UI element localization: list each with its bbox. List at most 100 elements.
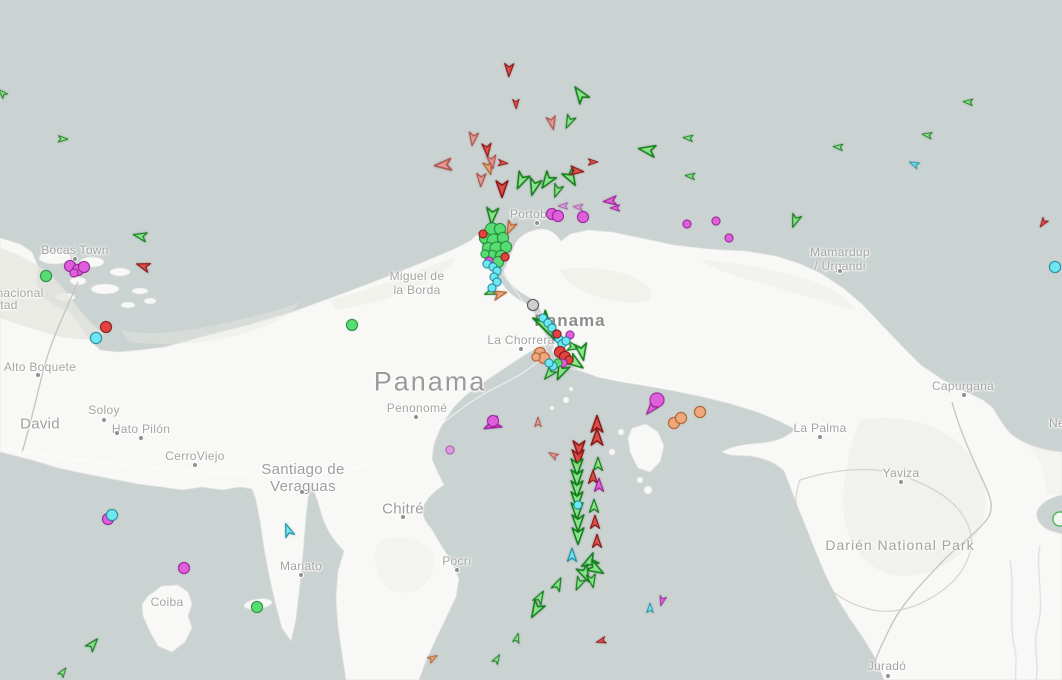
vessel-dot-marker[interactable] — [527, 299, 539, 311]
vessel-arrow-marker[interactable] — [134, 257, 153, 275]
vessel-dot-marker[interactable] — [682, 219, 692, 229]
vessel-arrow-marker[interactable] — [474, 172, 489, 188]
vessel-dot-marker[interactable] — [561, 336, 571, 346]
vessel-arrow-marker[interactable] — [0, 86, 9, 101]
vessel-arrow-marker[interactable] — [533, 416, 543, 428]
vessel-dot-marker[interactable] — [90, 332, 102, 344]
vessel-arrow-marker[interactable] — [534, 168, 560, 194]
vessel-arrow-marker[interactable] — [56, 665, 71, 680]
vessel-arrow-marker[interactable] — [573, 562, 597, 587]
vessel-arrow-marker[interactable] — [569, 574, 588, 594]
vessel-arrow-marker[interactable] — [569, 514, 587, 533]
vessel-dot-marker[interactable] — [1052, 511, 1062, 527]
vessel-dot-marker[interactable] — [487, 415, 499, 427]
vessel-arrow-marker[interactable] — [656, 594, 669, 607]
vessel-dot-marker[interactable] — [573, 500, 583, 510]
vessel-arrow-marker[interactable] — [544, 114, 561, 132]
vessel-dot-marker[interactable] — [40, 270, 52, 282]
vessel-arrow-marker[interactable] — [493, 180, 511, 199]
vessel-arrow-marker[interactable] — [583, 556, 608, 581]
vessel-arrow-marker[interactable] — [279, 521, 297, 540]
vessel-arrow-marker[interactable] — [433, 155, 453, 175]
vessel-arrow-marker[interactable] — [594, 635, 607, 648]
vessel-arrow-marker[interactable] — [482, 206, 502, 226]
vessel-arrow-marker[interactable] — [570, 440, 588, 459]
vessel-arrow-marker[interactable] — [465, 131, 481, 148]
vessel-dot-marker[interactable] — [552, 329, 562, 339]
vessel-dot-marker[interactable] — [500, 252, 510, 262]
vessel-arrow-marker[interactable] — [786, 212, 804, 231]
vessel-arrow-marker[interactable] — [569, 527, 587, 546]
vessel-dot-marker[interactable] — [346, 319, 358, 331]
vessel-dot-marker[interactable] — [577, 211, 589, 223]
vessel-dot-marker[interactable] — [711, 216, 721, 226]
vessel-dot-marker[interactable] — [69, 268, 79, 278]
vessel-dot-marker[interactable] — [649, 392, 665, 408]
vessel-arrow-marker[interactable] — [568, 480, 586, 499]
vessel-dot-marker[interactable] — [478, 229, 488, 239]
vessel-dot-marker[interactable] — [100, 321, 112, 333]
vessel-arrow-marker[interactable] — [1036, 216, 1051, 231]
vessel-arrow-marker[interactable] — [509, 169, 533, 194]
vessel-dot-marker[interactable] — [538, 313, 548, 323]
vessel-dot-marker[interactable] — [251, 601, 263, 613]
vessel-arrow-marker[interactable] — [588, 427, 606, 447]
vessel-arrow-marker[interactable] — [523, 175, 545, 198]
vessel-arrow-marker[interactable] — [682, 133, 694, 144]
vessel-arrow-marker[interactable] — [546, 448, 561, 462]
vessel-dot-marker[interactable] — [675, 412, 687, 424]
vessel-arrow-marker[interactable] — [684, 171, 696, 182]
vessel-dot-marker[interactable] — [531, 352, 541, 362]
vessel-arrow-marker[interactable] — [484, 154, 500, 171]
vessel-arrow-marker[interactable] — [636, 139, 658, 160]
vessel-arrow-marker[interactable] — [591, 456, 605, 472]
vessel-arrow-marker[interactable] — [571, 341, 592, 363]
vessel-dot-marker[interactable] — [78, 261, 90, 273]
vessel-arrow-marker[interactable] — [479, 142, 494, 158]
vessel-dot-marker[interactable] — [178, 562, 190, 574]
vessel-arrow-marker[interactable] — [57, 134, 69, 144]
vessel-arrow-marker[interactable] — [569, 449, 587, 468]
vessel-arrow-marker[interactable] — [502, 62, 517, 78]
vessel-dot-marker[interactable] — [552, 210, 564, 222]
vessel-dot-marker[interactable] — [724, 233, 734, 243]
vessel-arrow-marker[interactable] — [539, 364, 559, 384]
vessel-dot-marker[interactable] — [106, 509, 118, 521]
vessel-arrow-marker[interactable] — [500, 218, 519, 238]
vessel-arrow-marker[interactable] — [588, 514, 602, 530]
vessel-arrow-marker[interactable] — [567, 81, 593, 107]
vessel-arrow-marker[interactable] — [590, 533, 604, 549]
vessel-dot-marker[interactable] — [445, 445, 455, 455]
vessel-dot-marker[interactable] — [694, 406, 706, 418]
vessel-arrow-marker[interactable] — [602, 193, 618, 208]
vessel-arrow-marker[interactable] — [962, 97, 974, 108]
vessel-arrow-marker[interactable] — [523, 597, 548, 622]
vessel-arrow-marker[interactable] — [587, 498, 601, 514]
vessel-arrow-marker[interactable] — [569, 163, 585, 178]
vessel-dot-marker[interactable] — [487, 283, 497, 293]
vessel-arrow-marker[interactable] — [511, 98, 521, 110]
vessel-arrow-marker[interactable] — [921, 129, 934, 141]
vessel-arrow-marker[interactable] — [559, 112, 578, 132]
vessel-arrow-marker[interactable] — [592, 477, 606, 493]
vessel-arrow-marker[interactable] — [832, 142, 844, 153]
vessel-arrow-marker[interactable] — [548, 182, 566, 201]
vessel-dot-marker[interactable] — [544, 358, 554, 368]
vessel-arrow-marker[interactable] — [587, 157, 599, 167]
vessel-arrow-marker[interactable] — [426, 651, 441, 665]
vessel-arrow-marker[interactable] — [131, 228, 149, 245]
vessel-arrow-marker[interactable] — [586, 469, 600, 485]
vessel-arrow-marker[interactable] — [907, 157, 921, 171]
vessel-arrow-marker[interactable] — [530, 587, 550, 607]
vessel-arrow-marker[interactable] — [490, 652, 504, 667]
vessel-arrow-marker[interactable] — [557, 201, 569, 211]
vessel-dot-marker[interactable] — [1049, 261, 1061, 273]
vessel-arrow-marker[interactable] — [497, 158, 509, 169]
vessel-arrow-marker[interactable] — [584, 572, 600, 589]
vessel-arrow-marker[interactable] — [491, 285, 509, 302]
vessel-arrow-marker[interactable] — [568, 458, 586, 477]
vessel-arrow-marker[interactable] — [609, 203, 621, 213]
vessel-arrow-marker[interactable] — [511, 631, 524, 644]
vessel-arrow-marker[interactable] — [568, 469, 586, 488]
